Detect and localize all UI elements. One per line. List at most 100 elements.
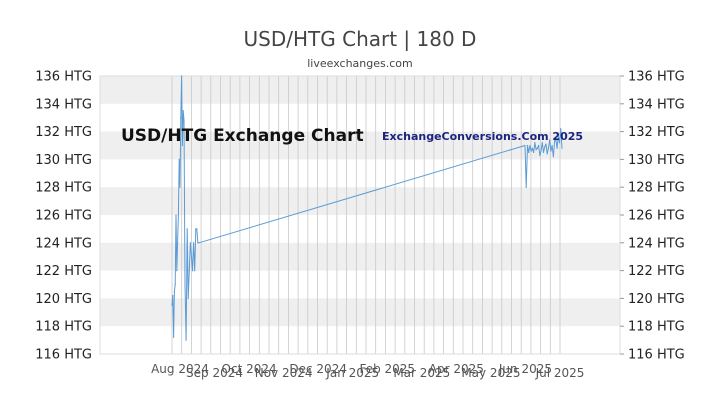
data-point	[176, 270, 178, 272]
data-point	[185, 339, 187, 341]
data-point	[528, 151, 530, 154]
data-point	[181, 144, 183, 147]
y-tick-label: 122 HTG	[35, 264, 92, 279]
x-tick-label: Jun 2025	[498, 362, 552, 376]
grid-band	[100, 298, 620, 327]
y-axis-left: 116 HTG 118 HTG 120 HTG 122 HTG 124 HTG 126 H…	[35, 70, 92, 363]
data-point	[174, 283, 176, 286]
data-point	[545, 143, 547, 145]
y-tick-label-right: 136 HTG	[628, 70, 685, 85]
data-point	[550, 150, 552, 152]
data-point	[544, 146, 546, 148]
x-tick-label: Aug 2024	[151, 362, 209, 376]
data-point	[178, 158, 180, 160]
data-point	[175, 214, 177, 216]
data-point	[557, 135, 559, 137]
data-point	[193, 242, 195, 244]
data-point	[186, 228, 188, 230]
y-tick-label-right: 134 HTG	[628, 97, 685, 112]
x-tick-label: Sep 2024	[186, 366, 243, 380]
data-point	[197, 242, 199, 244]
data-point	[541, 142, 543, 144]
plot-bands	[100, 76, 620, 327]
y-tick-label-right: 124 HTG	[628, 236, 685, 251]
data-point	[172, 295, 174, 297]
chart-subtitle: liveexchanges.com	[307, 57, 412, 70]
data-point	[173, 336, 175, 338]
data-point	[179, 186, 181, 188]
data-point	[188, 270, 190, 272]
x-tick-label: Mar 2025	[393, 366, 450, 380]
y-tick-label-right: 116 HTG	[628, 348, 685, 363]
data-point	[558, 142, 561, 144]
data-point	[177, 214, 179, 216]
grid-band	[100, 187, 620, 215]
data-point	[560, 128, 562, 130]
y-tick-label-right: 120 HTG	[628, 292, 685, 307]
data-point	[531, 147, 534, 149]
data-point	[552, 156, 554, 158]
y-tick-label-right: 126 HTG	[628, 209, 685, 224]
data-point	[184, 283, 186, 286]
x-tick-label: Oct 2024	[222, 362, 277, 376]
data-point	[187, 297, 189, 299]
data-point	[551, 144, 553, 147]
data-point	[526, 144, 529, 147]
data-point	[180, 117, 182, 119]
data-point	[529, 144, 531, 147]
grid-band	[100, 242, 620, 271]
y-tick-label-right: 130 HTG	[628, 153, 685, 168]
watermark-text: ExchangeConversions.Com 2025	[382, 130, 583, 143]
data-point	[542, 151, 545, 154]
data-point	[198, 242, 200, 244]
data-point	[190, 256, 193, 258]
vertical-gridlines	[171, 76, 561, 354]
data-point	[524, 144, 526, 147]
y-tick-label: 128 HTG	[35, 181, 92, 196]
y-tick-label: 118 HTG	[35, 320, 92, 335]
data-point	[191, 270, 194, 272]
data-point	[530, 150, 532, 152]
y-tick-label: 120 HTG	[35, 292, 92, 307]
x-tick-label: May 2025	[461, 366, 520, 380]
y-tick-label-right: 128 HTG	[628, 181, 685, 196]
chart-inner-label: USD/HTG Exchange Chart	[121, 126, 364, 146]
data-point	[536, 147, 538, 149]
x-tick-label: Jan 2025	[325, 366, 379, 380]
x-tick-label: Apr 2025	[429, 362, 484, 376]
y-tick-label: 126 HTG	[35, 209, 92, 224]
data-point	[189, 242, 191, 244]
x-tick-label: Feb 2025	[359, 362, 415, 376]
grid-band	[100, 131, 620, 160]
grid-band	[100, 76, 620, 104]
data-point	[183, 119, 185, 122]
data-point	[181, 75, 183, 77]
data-point	[534, 142, 536, 144]
data-point	[173, 290, 175, 293]
data-point	[555, 137, 557, 140]
data-point	[533, 151, 535, 154]
y-tick-label: 124 HTG	[35, 236, 92, 251]
data-point	[549, 139, 551, 141]
data-point	[554, 140, 556, 142]
chart-title: USD/HTG Chart | 180 D	[244, 27, 477, 51]
data-point	[539, 154, 541, 156]
y-tick-label-right: 122 HTG	[628, 264, 685, 279]
y-tick-label: 134 HTG	[35, 97, 92, 112]
data-point	[196, 228, 198, 230]
x-tick-label: Nov 2024	[255, 366, 313, 380]
data-point	[182, 110, 184, 112]
data-point	[537, 144, 540, 147]
y-tick-label-right: 132 HTG	[628, 125, 685, 140]
y-tick-label: 136 HTG	[35, 70, 92, 85]
y-tick-label: 130 HTG	[35, 153, 92, 168]
data-point	[177, 242, 179, 244]
data-point	[540, 150, 542, 152]
data-point	[556, 147, 558, 149]
y-tick-label: 132 HTG	[35, 125, 92, 140]
data-point	[194, 270, 196, 272]
data-point	[525, 186, 527, 188]
x-tick-label: Dec 2024	[289, 362, 347, 376]
y-axis-right: 116 HTG 118 HTG 120 HTG 122 HTG 124 HTG 126 H…	[620, 70, 685, 363]
y-tick-label-right: 118 HTG	[628, 320, 685, 335]
